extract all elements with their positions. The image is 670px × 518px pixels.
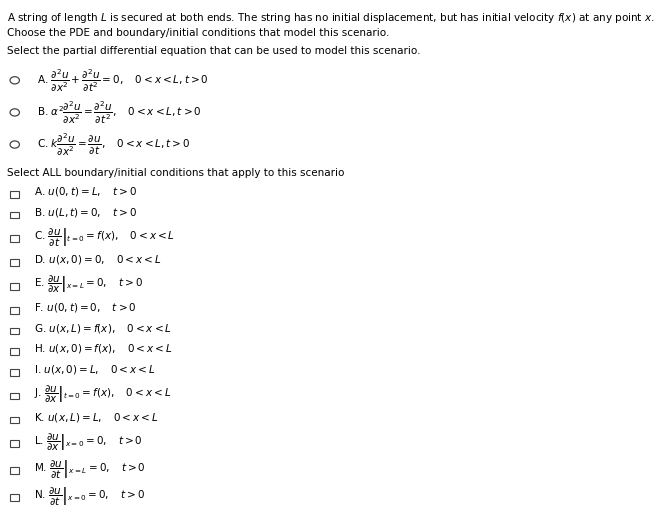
Text: G. $u(x,L) = f(x),\quad 0 < x < L$: G. $u(x,L) = f(x),\quad 0 < x < L$ (34, 322, 172, 335)
Text: F. $u(0,t) = 0,\quad t > 0$: F. $u(0,t) = 0,\quad t > 0$ (34, 301, 136, 314)
Text: H. $u(x,0) = f(x),\quad 0 < x < L$: H. $u(x,0) = f(x),\quad 0 < x < L$ (34, 342, 172, 355)
Text: M. $\left.\dfrac{\partial u}{\partial t}\right|_{x=L} = 0,\quad t > 0$: M. $\left.\dfrac{\partial u}{\partial t}… (34, 458, 145, 481)
Text: I. $u(x,0) = L,\quad 0 < x < L$: I. $u(x,0) = L,\quad 0 < x < L$ (34, 363, 155, 376)
Text: K. $u(x,L) = L,\quad 0 < x < L$: K. $u(x,L) = L,\quad 0 < x < L$ (34, 411, 158, 424)
Text: Select the partial differential equation that can be used to model this scenario: Select the partial differential equation… (7, 46, 420, 55)
Text: C. $\left.\dfrac{\partial u}{\partial t}\right|_{t=0} = f(x),\quad 0 < x < L$: C. $\left.\dfrac{\partial u}{\partial t}… (34, 226, 175, 249)
Text: A. $u(0,t) = L,\quad t > 0$: A. $u(0,t) = L,\quad t > 0$ (34, 185, 137, 198)
Text: C. $k\dfrac{\partial^2 u}{\partial x^2} = \dfrac{\partial u}{\partial t},\quad 0: C. $k\dfrac{\partial^2 u}{\partial x^2} … (37, 131, 190, 158)
Text: L. $\left.\dfrac{\partial u}{\partial x}\right|_{x=0} = 0,\quad t > 0$: L. $\left.\dfrac{\partial u}{\partial x}… (34, 431, 142, 453)
Text: Select ALL boundary/initial conditions that apply to this scenario: Select ALL boundary/initial conditions t… (7, 168, 344, 178)
Text: N. $\left.\dfrac{\partial u}{\partial t}\right|_{x=0} = 0,\quad t > 0$: N. $\left.\dfrac{\partial u}{\partial t}… (34, 485, 145, 508)
Text: B. $\alpha^2\dfrac{\partial^2 u}{\partial x^2} = \dfrac{\partial^2 u}{\partial t: B. $\alpha^2\dfrac{\partial^2 u}{\partia… (37, 99, 202, 126)
Text: Choose the PDE and boundary/initial conditions that model this scenario.: Choose the PDE and boundary/initial cond… (7, 28, 389, 38)
Text: A. $\dfrac{\partial^2 u}{\partial x^2} + \dfrac{\partial^2 u}{\partial t^2} = 0,: A. $\dfrac{\partial^2 u}{\partial x^2} +… (37, 67, 208, 94)
Text: A string of length $L$ is secured at both ends. The string has no initial displa: A string of length $L$ is secured at bot… (7, 11, 655, 25)
Text: D. $u(x,0) = 0,\quad 0 < x < L$: D. $u(x,0) = 0,\quad 0 < x < L$ (34, 253, 161, 266)
Text: J. $\left.\dfrac{\partial u}{\partial x}\right|_{t=0} = f(x),\quad 0 < x < L$: J. $\left.\dfrac{\partial u}{\partial x}… (34, 384, 171, 405)
Text: B. $u(L,t) = 0,\quad t > 0$: B. $u(L,t) = 0,\quad t > 0$ (34, 206, 137, 219)
Text: E. $\left.\dfrac{\partial u}{\partial x}\right|_{x=L} = 0,\quad t > 0$: E. $\left.\dfrac{\partial u}{\partial x}… (34, 274, 143, 295)
